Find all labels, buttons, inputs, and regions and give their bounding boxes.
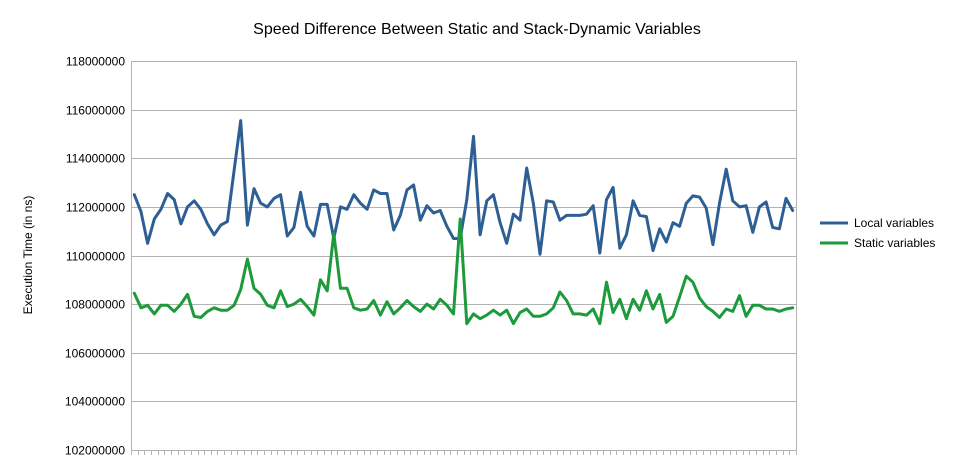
series-line-local-variables (132, 119, 795, 256)
y-tick-label: 116000000 (66, 104, 126, 118)
y-tick-label: 118000000 (66, 55, 126, 69)
legend-label: Local variables (854, 216, 934, 230)
y-tick-label: 104000000 (65, 395, 125, 409)
y-tick-label: 114000000 (66, 152, 126, 166)
y-tick-label: 108000000 (65, 298, 125, 312)
y-tick-label: 106000000 (65, 347, 125, 361)
series-lines (132, 119, 795, 326)
y-axis-title: Execution Time (in ns) (21, 196, 35, 315)
legend: Local variables Static variables (820, 216, 935, 250)
series-line-static-variables (132, 217, 795, 326)
y-tick-label: 112000000 (66, 201, 126, 215)
y-tick-labels: 118000000 116000000 114000000 112000000 1100… (65, 55, 125, 458)
legend-label: Static variables (854, 236, 935, 250)
y-tick-label: 110000000 (66, 250, 126, 264)
y-tick-label: 102000000 (65, 444, 125, 458)
chart-title: Speed Difference Between Static and Stac… (253, 21, 701, 38)
x-tick-marks (131, 450, 797, 455)
